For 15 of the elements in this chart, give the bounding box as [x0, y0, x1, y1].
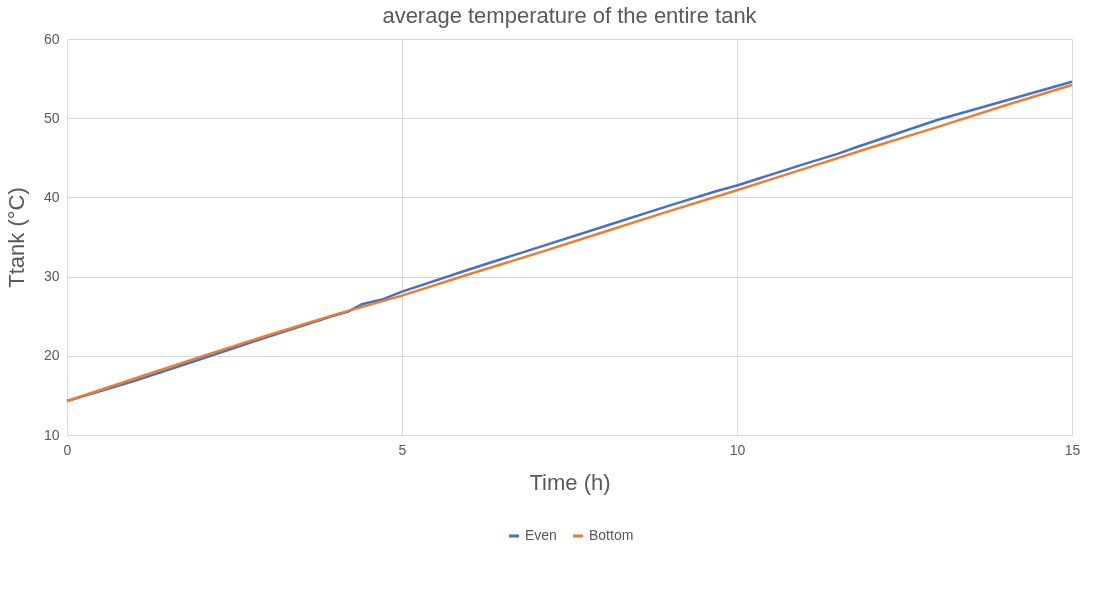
x-tick-label: 10: [729, 441, 746, 458]
y-tick-label: 50: [43, 109, 60, 126]
y-tick-label: 30: [43, 268, 60, 285]
y-tick-label: 10: [43, 426, 60, 443]
legend-label: Even: [525, 527, 557, 543]
y-tick-label: 20: [43, 347, 60, 364]
chart-title: average temperature of the entire tank: [382, 3, 758, 28]
y-axis-title: Ttank (°C): [3, 187, 29, 288]
y-tick-label: 40: [43, 188, 60, 205]
legend-label: Bottom: [589, 527, 634, 543]
y-tick-label: 60: [43, 30, 60, 47]
x-tick-label: 15: [1064, 441, 1081, 458]
x-axis-title: Time (h): [529, 469, 611, 495]
x-tick-label: 0: [63, 441, 72, 458]
x-tick-label: 5: [398, 441, 407, 458]
